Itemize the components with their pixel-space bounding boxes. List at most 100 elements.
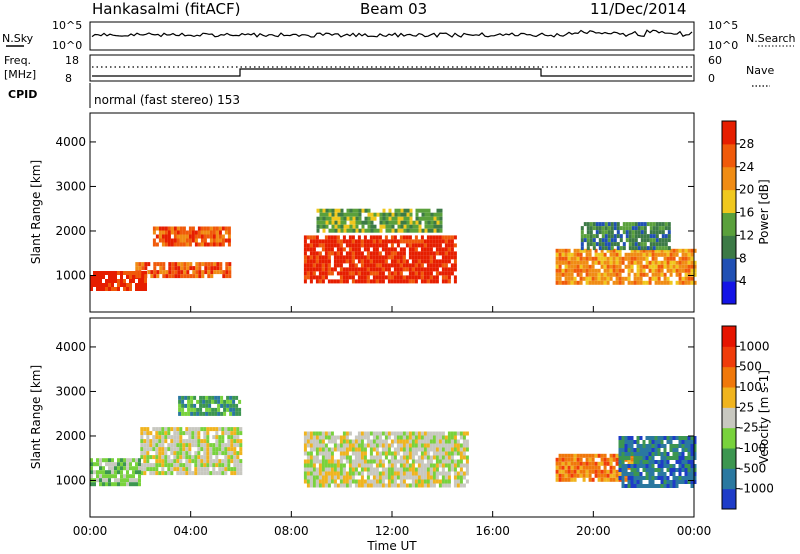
heatmap-cell-1-2 [96, 478, 99, 483]
heatmap-cell-1-0 [239, 467, 243, 472]
heatmap-cell-1-4 [642, 456, 646, 460]
heatmap-cell-1-5 [190, 411, 194, 416]
heatmap-cell-0-6 [601, 246, 605, 251]
heatmap-cell-0-2 [200, 230, 204, 235]
heatmap-cell-1-4 [681, 436, 685, 440]
heatmap-cell-1-0 [221, 431, 225, 436]
heatmap-cell-0-6 [634, 234, 638, 239]
heatmap-cell-1-1 [372, 435, 376, 440]
heatmap-cell-0-6 [640, 234, 644, 239]
heatmap-cell-1-1 [450, 431, 454, 436]
heatmap-cell-0-6 [655, 230, 659, 235]
heatmap-cell-1-4 [660, 452, 664, 456]
heatmap-cell-1-4 [657, 484, 661, 488]
heatmap-cell-1-1 [399, 471, 403, 476]
heatmap-cell-0-2 [176, 230, 180, 235]
heatmap-cell-1-3 [627, 461, 631, 466]
heatmap-cell-1-1 [327, 439, 331, 444]
heatmap-cell-0-6 [637, 226, 641, 231]
heatmap-cell-1-0 [191, 435, 195, 440]
heatmap-cell-1-4 [651, 464, 655, 468]
heatmap-cell-0-3 [444, 275, 448, 280]
heatmap-cell-0-4 [433, 216, 437, 221]
heatmap-cell-1-0 [233, 451, 237, 456]
heatmap-cell-1-1 [372, 447, 376, 452]
heatmap-cell-1-0 [143, 443, 147, 448]
heatmap-cell-0-1 [141, 262, 145, 267]
heatmap-cell-1-0 [224, 471, 228, 476]
colorbar-swatch-5 [722, 387, 736, 408]
heatmap-cell-0-6 [661, 222, 665, 227]
heatmap-cell-0-2 [200, 226, 204, 231]
heatmap-cell-1-1 [333, 447, 337, 452]
heatmap-cell-0-4 [316, 216, 320, 221]
heatmap-cell-0-3 [435, 263, 439, 268]
heatmap-cell-1-4 [648, 476, 652, 480]
heatmap-cell-0-5 [594, 280, 598, 285]
heatmap-cell-0-4 [385, 228, 389, 233]
heatmap-cell-1-2 [111, 474, 114, 479]
heatmap-cell-0-4 [436, 224, 440, 229]
heatmap-cell-0-5 [594, 252, 598, 257]
heatmap-cell-0-3 [396, 255, 400, 260]
heatmap-cell-1-4 [648, 444, 652, 448]
heatmap-cell-1-1 [432, 451, 436, 456]
heatmap-cell-0-5 [666, 280, 670, 285]
heatmap-cell-1-1 [387, 483, 391, 488]
heatmap-cell-1-1 [363, 467, 367, 472]
heatmap-cell-1-1 [369, 447, 373, 452]
heatmap-cell-0-5 [582, 256, 586, 261]
heatmap-cell-0-5 [591, 268, 595, 273]
heatmap-cell-1-1 [408, 451, 412, 456]
heatmap-cell-1-1 [408, 447, 412, 452]
heatmap-cell-1-1 [384, 451, 388, 456]
heatmap-cell-1-1 [384, 439, 388, 444]
heatmap-cell-0-6 [652, 246, 656, 251]
heatmap-cell-0-5 [576, 280, 580, 285]
heatmap-cell-1-3 [585, 461, 589, 466]
heatmap-cell-1-4 [639, 444, 643, 448]
heatmap-cell-1-4 [618, 464, 622, 468]
heatmap-cell-1-1 [339, 443, 343, 448]
heatmap-cell-0-3 [426, 279, 430, 284]
heatmap-cell-1-3 [558, 465, 562, 470]
heatmap-cell-0-5 [594, 260, 598, 265]
heatmap-cell-0-3 [372, 255, 376, 260]
heatmap-cell-0-2 [203, 226, 207, 231]
heatmap-cell-0-5 [558, 248, 562, 253]
heatmap-cell-1-1 [402, 455, 406, 460]
heatmap-cell-1-0 [230, 447, 234, 452]
heatmap-cell-0-3 [318, 263, 322, 268]
heatmap-cell-0-6 [604, 238, 608, 243]
heatmap-cell-0-5 [600, 280, 604, 285]
heatmap-cell-1-1 [312, 475, 316, 480]
heatmap-cell-0-3 [417, 263, 421, 268]
heatmap-cell-1-0 [143, 463, 147, 468]
heatmap-cell-0-2 [221, 234, 225, 239]
heatmap-cell-0-4 [433, 228, 437, 233]
colorbar-label-2: 20 [739, 183, 754, 197]
heatmap-cell-1-0 [170, 439, 174, 444]
heatmap-cell-1-0 [206, 455, 210, 460]
heatmap-cell-0-5 [654, 272, 658, 277]
heatmap-cell-0-0 [141, 279, 144, 283]
heatmap-cell-0-3 [375, 259, 379, 264]
heatmap-cell-0-3 [426, 251, 430, 256]
heatmap-cell-0-1 [153, 262, 157, 267]
heatmap-cell-1-1 [321, 475, 325, 480]
heatmap-cell-1-0 [209, 459, 213, 464]
colorbar-label-3: 16 [739, 206, 754, 220]
heatmap-cell-1-1 [456, 471, 460, 476]
heatmap-cell-0-5 [678, 256, 682, 261]
heatmap-cell-1-1 [336, 459, 340, 464]
heatmap-cell-1-1 [426, 483, 430, 488]
heatmap-cell-0-6 [589, 222, 593, 227]
heatmap-cell-1-1 [393, 479, 397, 484]
heatmap-cell-0-6 [592, 234, 596, 239]
heatmap-cell-0-5 [573, 280, 577, 285]
heatmap-cell-1-4 [618, 456, 622, 460]
heatmap-cell-0-5 [555, 280, 559, 285]
colorbar-swatch-1 [722, 468, 736, 490]
heatmap-cell-1-0 [185, 439, 189, 444]
heatmap-cell-0-5 [660, 248, 664, 253]
